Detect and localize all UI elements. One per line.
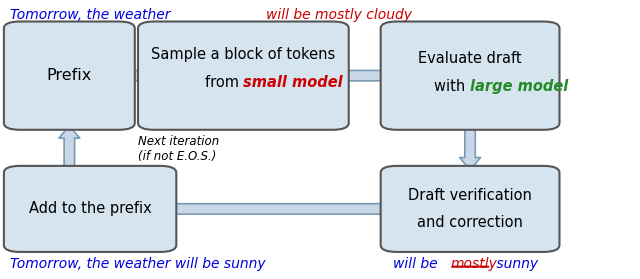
- Text: from: from: [205, 75, 243, 90]
- Text: and correction: and correction: [417, 215, 523, 230]
- Text: mostly: mostly: [451, 257, 498, 271]
- Text: with: with: [434, 79, 470, 94]
- Text: Prefix: Prefix: [47, 68, 92, 83]
- Text: Evaluate draft: Evaluate draft: [419, 52, 522, 66]
- Text: Add to the prefix: Add to the prefix: [29, 201, 152, 217]
- FancyBboxPatch shape: [381, 21, 559, 130]
- Text: Sample a block of tokens: Sample a block of tokens: [151, 47, 335, 62]
- FancyBboxPatch shape: [4, 166, 176, 252]
- Text: Tomorrow, the weather: Tomorrow, the weather: [10, 8, 171, 22]
- Text: Next iteration
(if not E.O.S.): Next iteration (if not E.O.S.): [138, 135, 220, 163]
- Text: Tomorrow, the weather will be sunny: Tomorrow, the weather will be sunny: [10, 257, 266, 271]
- FancyBboxPatch shape: [138, 21, 349, 130]
- Text: large model: large model: [470, 79, 568, 94]
- Text: Draft verification: Draft verification: [408, 187, 532, 203]
- Text: will be: will be: [394, 257, 442, 271]
- Text: sunny: sunny: [492, 257, 538, 271]
- Text: small model: small model: [243, 75, 343, 90]
- Text: will be mostly cloudy: will be mostly cloudy: [266, 8, 412, 22]
- FancyBboxPatch shape: [4, 21, 135, 130]
- FancyBboxPatch shape: [381, 166, 559, 252]
